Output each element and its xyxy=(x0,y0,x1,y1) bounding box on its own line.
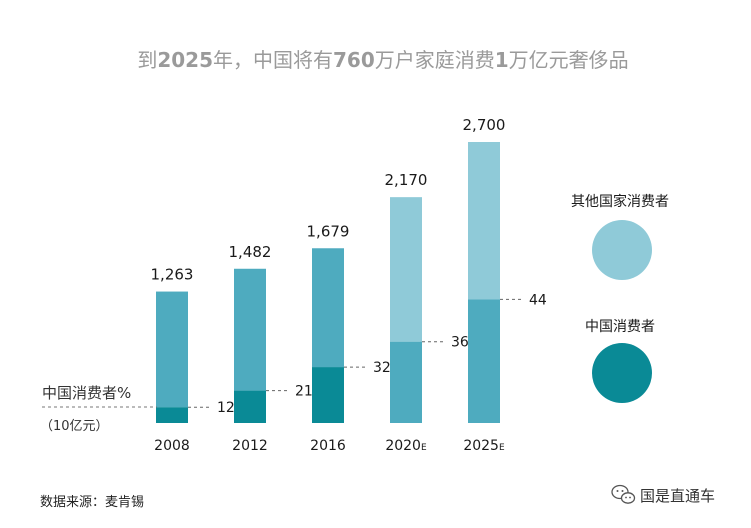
x-tick-label-2008: 2008 xyxy=(154,438,190,454)
share-label-2020: 36 xyxy=(451,335,469,351)
x-tick-label-2012: 2012 xyxy=(232,438,268,454)
bar-chinese-2008 xyxy=(156,407,188,423)
title-part: 1 xyxy=(495,48,509,72)
x-tick-year: 2008 xyxy=(154,438,190,454)
bar-other-2016 xyxy=(312,248,344,368)
wechat-icon xyxy=(611,484,636,504)
bar-other-2025 xyxy=(468,142,500,300)
legend-swatch-other xyxy=(592,220,652,280)
total-label-2008: 1,263 xyxy=(151,266,194,284)
title-part: 万户家庭消费 xyxy=(375,48,495,72)
brand-name: 国是直通车 xyxy=(640,487,715,505)
legend-swatch-chinese xyxy=(592,343,652,403)
x-tick-year: 2025 xyxy=(463,438,499,454)
x-tick-year: 2016 xyxy=(310,438,346,454)
bar-chinese-2012 xyxy=(234,390,266,423)
x-tick-year: 2012 xyxy=(232,438,268,454)
share-label-2008: 12 xyxy=(217,400,235,416)
share-label-2016: 32 xyxy=(373,360,391,376)
bar-other-2020 xyxy=(390,197,422,342)
x-tick-label-2025: 2025E xyxy=(463,438,505,454)
title-part: 760 xyxy=(333,48,375,72)
x-tick-label-2016: 2016 xyxy=(310,438,346,454)
title-part: 年，中国将有 xyxy=(213,48,333,72)
total-label-2016: 1,679 xyxy=(307,222,350,240)
total-label-2025: 2,700 xyxy=(463,116,506,134)
title-part: 万亿元奢侈品 xyxy=(509,48,629,72)
legend-label-other: 其他国家消费者 xyxy=(571,193,669,210)
bar-other-2012 xyxy=(234,268,266,391)
chart-title: 到2025年，中国将有760万户家庭消费1万亿元奢侈品 xyxy=(137,48,628,72)
total-label-2020: 2,170 xyxy=(385,171,428,189)
x-tick-estimate-marker: E xyxy=(421,443,427,453)
unit-label: （10亿元） xyxy=(40,419,109,434)
x-tick-year: 2020 xyxy=(385,438,421,454)
bar-other-2008 xyxy=(156,291,188,408)
bar-chinese-2025 xyxy=(468,299,500,423)
source-note: 数据来源：麦肯锡 xyxy=(40,495,144,510)
share-label-2025: 44 xyxy=(529,292,547,308)
brand-logo: 国是直通车 xyxy=(611,484,715,505)
title-part: 2025 xyxy=(157,48,213,72)
title-part: 到 xyxy=(137,48,157,72)
legend-label-chinese: 中国消费者 xyxy=(585,319,655,335)
x-tick-estimate-marker: E xyxy=(499,443,505,453)
bar-chinese-2016 xyxy=(312,367,344,423)
share-label-2012: 21 xyxy=(295,384,313,400)
bar-chinese-2020 xyxy=(390,341,422,423)
y-axis-label: 中国消费者% xyxy=(42,384,131,402)
bars-group: 1,263 12 2008 1,482 21 2012 1,679 32 2016 2,170 36… xyxy=(151,116,547,454)
total-label-2012: 1,482 xyxy=(229,243,272,261)
x-tick-label-2020: 2020E xyxy=(385,438,427,454)
